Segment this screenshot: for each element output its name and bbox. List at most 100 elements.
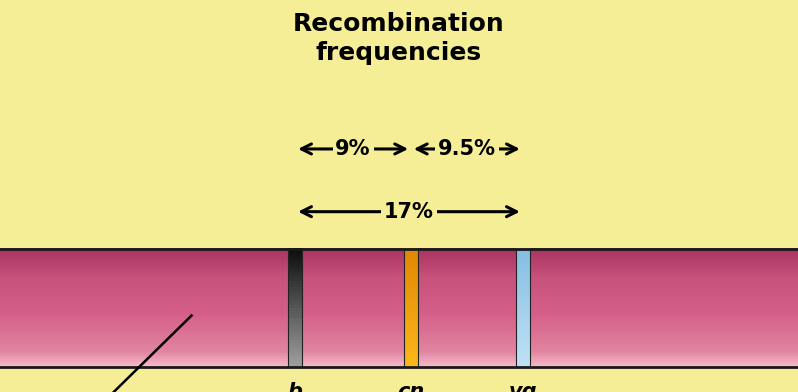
Bar bbox=[516, 248, 530, 252]
Bar bbox=[404, 268, 418, 272]
Bar bbox=[0, 301, 798, 303]
Bar bbox=[404, 251, 418, 255]
Bar bbox=[404, 260, 418, 264]
Bar bbox=[404, 289, 418, 293]
Bar bbox=[0, 321, 798, 324]
Text: 9%: 9% bbox=[335, 139, 371, 159]
Bar bbox=[516, 345, 530, 349]
Bar bbox=[0, 260, 798, 262]
Bar bbox=[288, 286, 302, 290]
Bar bbox=[404, 292, 418, 296]
Bar bbox=[288, 318, 302, 322]
Bar bbox=[516, 249, 530, 367]
Bar bbox=[404, 310, 418, 314]
Bar bbox=[516, 348, 530, 352]
Bar bbox=[0, 273, 798, 276]
Bar bbox=[404, 345, 418, 349]
Bar bbox=[0, 350, 798, 353]
Bar bbox=[288, 292, 302, 296]
Bar bbox=[404, 359, 418, 364]
Bar bbox=[0, 324, 798, 327]
Bar bbox=[516, 292, 530, 296]
Bar bbox=[0, 248, 798, 250]
Bar bbox=[0, 293, 798, 296]
Bar bbox=[0, 323, 798, 325]
Bar bbox=[288, 265, 302, 270]
Bar bbox=[0, 334, 798, 337]
Bar bbox=[0, 249, 798, 252]
Bar bbox=[288, 249, 302, 367]
Bar bbox=[0, 357, 798, 359]
Bar bbox=[404, 295, 418, 299]
Text: vg: vg bbox=[508, 382, 537, 392]
Bar bbox=[404, 312, 418, 317]
Bar bbox=[0, 342, 798, 345]
Bar bbox=[0, 348, 798, 350]
Bar bbox=[516, 256, 530, 261]
Bar bbox=[288, 303, 302, 308]
Text: 17%: 17% bbox=[384, 201, 434, 222]
Bar bbox=[516, 277, 530, 281]
Bar bbox=[288, 333, 302, 337]
Bar bbox=[0, 264, 798, 267]
Bar bbox=[404, 298, 418, 302]
Bar bbox=[0, 263, 798, 265]
Bar bbox=[516, 298, 530, 302]
Bar bbox=[0, 254, 798, 256]
Bar bbox=[0, 258, 798, 261]
Bar bbox=[288, 324, 302, 328]
Bar bbox=[516, 286, 530, 290]
Bar bbox=[0, 292, 798, 294]
Bar bbox=[0, 296, 798, 299]
Bar bbox=[516, 301, 530, 305]
Bar bbox=[0, 355, 798, 358]
Bar bbox=[0, 290, 798, 293]
Bar bbox=[0, 362, 798, 365]
Bar bbox=[0, 255, 798, 258]
Bar bbox=[0, 352, 798, 355]
Bar bbox=[404, 348, 418, 352]
Bar bbox=[516, 271, 530, 276]
Bar bbox=[404, 256, 418, 261]
Bar bbox=[288, 254, 302, 258]
Bar bbox=[516, 315, 530, 319]
Bar bbox=[516, 254, 530, 258]
Bar bbox=[404, 301, 418, 305]
Bar bbox=[404, 333, 418, 337]
Bar bbox=[0, 339, 798, 341]
Text: 9.5%: 9.5% bbox=[438, 139, 496, 159]
Bar bbox=[0, 261, 798, 264]
Bar bbox=[516, 263, 530, 267]
Bar bbox=[0, 257, 798, 259]
Bar bbox=[288, 357, 302, 361]
Bar bbox=[0, 295, 798, 298]
Bar bbox=[0, 361, 798, 364]
Bar bbox=[404, 277, 418, 281]
Bar bbox=[404, 280, 418, 284]
Bar bbox=[516, 295, 530, 299]
Bar bbox=[0, 317, 798, 319]
Bar bbox=[516, 274, 530, 278]
Bar bbox=[288, 280, 302, 284]
Bar bbox=[0, 298, 798, 300]
Bar bbox=[0, 327, 798, 330]
Bar bbox=[288, 327, 302, 331]
Bar bbox=[0, 285, 798, 287]
Bar bbox=[288, 248, 302, 252]
Bar bbox=[0, 307, 798, 309]
Bar bbox=[404, 336, 418, 340]
Bar bbox=[404, 286, 418, 290]
Bar bbox=[516, 333, 530, 337]
Text: Recombination
frequencies: Recombination frequencies bbox=[293, 12, 505, 65]
Bar bbox=[288, 298, 302, 302]
Bar bbox=[404, 330, 418, 334]
Bar bbox=[0, 251, 798, 253]
Bar bbox=[0, 305, 798, 308]
Bar bbox=[288, 268, 302, 272]
Bar bbox=[0, 308, 798, 310]
Bar bbox=[404, 263, 418, 267]
Bar bbox=[288, 310, 302, 314]
Bar bbox=[516, 350, 530, 355]
Bar bbox=[0, 359, 798, 362]
Bar bbox=[516, 307, 530, 310]
